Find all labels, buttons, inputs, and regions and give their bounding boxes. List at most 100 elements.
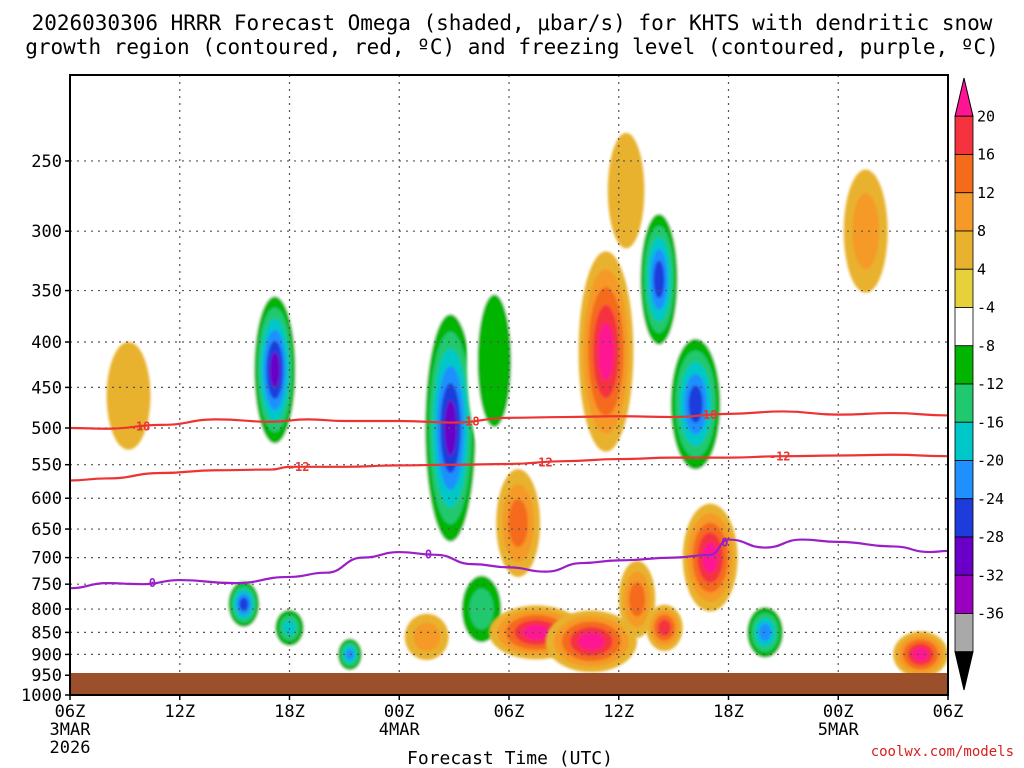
pressure-tick-label: 650 (31, 520, 62, 540)
omega-cell (106, 341, 151, 450)
omega-cell-level (522, 624, 551, 641)
colorbar-label: -24 (977, 490, 1004, 508)
pressure-tick-label: 550 (31, 456, 62, 476)
time-tick-label: 00Z (384, 702, 415, 722)
dgz_minus12-contour (70, 453, 948, 482)
gridlines (69, 75, 949, 696)
ground-surface (70, 673, 948, 695)
colorbar-label: -12 (977, 375, 1004, 393)
colorbar-label: -4 (977, 299, 995, 317)
contour-lines: -18 -18 -18 -12 -12 -12 0 0 0 (70, 408, 948, 590)
time-tick-label: 12Z (603, 702, 634, 722)
omega-cell (271, 604, 308, 651)
contour-label: -18 (696, 408, 718, 422)
contour-label: 0 (149, 576, 156, 590)
omega-cell (607, 132, 645, 249)
colorbar-label: 4 (977, 260, 986, 278)
omega-cell (893, 631, 948, 678)
omega-cell-level (269, 352, 280, 388)
colorbar-arrow-top (954, 77, 974, 117)
time-tick-label: 12Z (164, 702, 195, 722)
omega-cell-level (658, 619, 671, 636)
colorbar-label: -36 (977, 605, 1004, 623)
pressure-tick-label: 850 (31, 623, 62, 643)
omega-cell (335, 635, 365, 674)
omega-cell (578, 251, 634, 452)
pressure-tick-label: 300 (31, 222, 62, 242)
colorbar-label: -32 (977, 566, 1004, 584)
pressure-tick-label: 400 (31, 333, 62, 353)
omega-cell-level (239, 597, 249, 611)
pressure-tick-label: 900 (31, 645, 62, 665)
chart-title-line1: 2026030306 HRRR Forecast Omega (shaded, … (32, 11, 993, 35)
colorbar-label: 12 (977, 184, 995, 202)
colorbar: 20 16 12 8 4 -4 -8 -12 -16 -20 -24 -28 -32 -36 (954, 77, 1004, 691)
omega-cell (646, 604, 683, 651)
colorbar-label: 8 (977, 222, 986, 240)
pressure-axis: 2503003504004505005506006507007508008509… (21, 152, 70, 706)
omega-cell-level (688, 385, 703, 423)
omega-cell-level (912, 647, 929, 662)
colorbar-label: -16 (977, 413, 1004, 431)
contour-label: -12 (288, 460, 310, 474)
contour-label: 0 (721, 536, 728, 550)
pressure-tick-label: 800 (31, 600, 62, 620)
freezing_level-contour (70, 538, 948, 590)
colorbar-segment (954, 613, 974, 653)
omega-cell (404, 613, 449, 661)
colorbar-label: -20 (977, 452, 1004, 470)
colorbar-arrow-bottom (954, 651, 974, 691)
pressure-tick-label: 600 (31, 489, 62, 509)
credit-text: coolwx.com/models (871, 744, 1014, 760)
omega-cell (666, 327, 725, 482)
time-tick-label: 00Z (823, 702, 854, 722)
omega-shading (106, 132, 948, 678)
pressure-tick-label: 1000 (21, 686, 62, 706)
omega-cell (618, 560, 656, 638)
colorbar-segment (954, 268, 974, 308)
omega-cell-level (607, 132, 645, 249)
time-tick-date: 4MAR (379, 720, 421, 740)
omega-cell-level (653, 260, 665, 299)
contour-label: -12 (769, 449, 791, 463)
colorbar-segment (954, 154, 974, 194)
omega-cell-level (628, 582, 646, 617)
omega-cell-level (469, 588, 494, 630)
omega-cell (743, 601, 788, 664)
omega-cell-level (702, 542, 719, 574)
omega-cell (466, 252, 522, 469)
omega-cell (421, 297, 480, 559)
dgz_minus18-contour (70, 410, 948, 430)
contour-label: -18 (458, 414, 480, 428)
omega-cell-level (283, 619, 296, 636)
omega-cell (225, 577, 263, 632)
contour-label: 0 (425, 547, 432, 561)
omega-cell (843, 169, 888, 293)
omega-cell-level (578, 632, 605, 651)
omega-cell-level (413, 622, 441, 652)
omega-cell-level (477, 294, 512, 428)
omega-cell-level (598, 322, 614, 381)
colorbar-segment (954, 230, 974, 270)
contour-label: -18 (129, 419, 151, 433)
colorbar-segment (954, 460, 974, 500)
pressure-tick-label: 950 (31, 666, 62, 686)
omega-cell-level (508, 499, 528, 548)
time-tick-label: 18Z (713, 702, 744, 722)
pressure-tick-label: 500 (31, 419, 62, 439)
pressure-tick-label: 750 (31, 575, 62, 595)
time-tick-date: 5MAR (818, 720, 860, 740)
time-tick-label: 18Z (274, 702, 305, 722)
colorbar-label: 20 (977, 107, 995, 125)
time-tick-year: 2026 (50, 738, 91, 758)
omega-cell (251, 285, 299, 455)
time-tick-label: 06Z (494, 702, 525, 722)
omega-cell-level (106, 341, 151, 450)
omega-cell-level (852, 193, 880, 270)
omega-cell-level (345, 648, 355, 660)
pressure-tick-label: 350 (31, 282, 62, 302)
colorbar-segment (954, 192, 974, 232)
omega-cell-level (758, 623, 772, 642)
time-tick-label: 06Z (933, 702, 964, 722)
